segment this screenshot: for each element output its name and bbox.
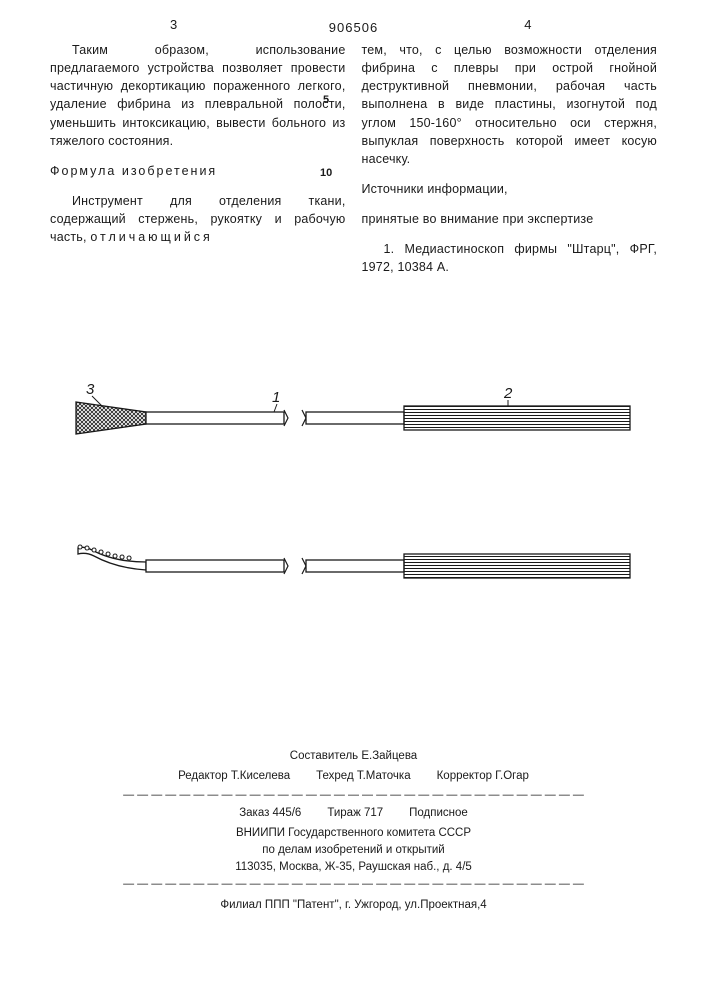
- figure-side-view: [74, 528, 634, 598]
- source-item-1: 1. Медиастиноскоп фирмы "Штарц", ФРГ, 19…: [362, 240, 658, 276]
- figure-2-svg: [74, 528, 634, 598]
- dash-line-2: — — — — — — — — — — — — — — — — — — — — …: [114, 876, 594, 893]
- address-line: 113035, Москва, Ж-35, Раушская наб., д. …: [50, 859, 657, 876]
- sources-title: Источники информации,: [362, 180, 658, 198]
- credits-row: Редактор Т.Киселева Техред Т.Маточка Кор…: [50, 768, 657, 785]
- dash-line-1: — — — — — — — — — — — — — — — — — — — — …: [114, 787, 594, 804]
- order: Заказ 445/6: [239, 805, 301, 822]
- fig-label-3: 3: [86, 381, 95, 398]
- branch-line: Филиал ППП "Патент", г. Ужгород, ул.Прое…: [50, 897, 657, 914]
- corrector: Корректор Г.Огар: [437, 768, 529, 785]
- colophon: Составитель Е.Зайцева Редактор Т.Киселев…: [50, 748, 657, 914]
- compiler-line: Составитель Е.Зайцева: [50, 748, 657, 765]
- line-number-5: 5: [323, 94, 329, 106]
- left-para-2: Инструмент для отделения ткани, содержащ…: [50, 192, 346, 246]
- figure-1-svg: 3 1 2: [74, 378, 634, 458]
- text-columns: Таким образом, использование предлагаемо…: [50, 41, 657, 288]
- left-column: Таким образом, использование предлагаемо…: [50, 41, 346, 288]
- techred: Техред Т.Маточка: [316, 768, 410, 785]
- tirazh: Тираж 717: [327, 805, 383, 822]
- editor: Редактор Т.Киселева: [178, 768, 290, 785]
- figure-top-view: 3 1 2: [74, 378, 634, 458]
- org-line-2: по делам изобретений и открытий: [50, 842, 657, 859]
- right-para-1: тем, что, с целью возможности отделения …: [362, 41, 658, 168]
- page-number-right: 4: [524, 17, 532, 32]
- fig-label-1: 1: [272, 389, 280, 406]
- header: 3 906506 4: [50, 20, 657, 35]
- claim-distinction: отличающийся: [90, 230, 213, 244]
- line-number-10: 10: [320, 167, 332, 179]
- formula-title: Формула изобретения: [50, 162, 346, 180]
- sources-sub: принятые во внимание при экспертизе: [362, 210, 658, 228]
- org-line-1: ВНИИПИ Государственного комитета СССР: [50, 825, 657, 842]
- subscr: Подписное: [409, 805, 468, 822]
- fig-label-2: 2: [503, 385, 513, 402]
- order-row: Заказ 445/6 Тираж 717 Подписное: [50, 805, 657, 822]
- document-number: 906506: [329, 20, 378, 35]
- figures-block: 3 1 2: [50, 378, 657, 598]
- patent-page: 3 906506 4 5 10 Таким образом, использов…: [0, 0, 707, 1000]
- left-para-1: Таким образом, использование предлагаемо…: [50, 41, 346, 150]
- right-column: тем, что, с целью возможности отделения …: [362, 41, 658, 288]
- page-number-left: 3: [170, 17, 178, 32]
